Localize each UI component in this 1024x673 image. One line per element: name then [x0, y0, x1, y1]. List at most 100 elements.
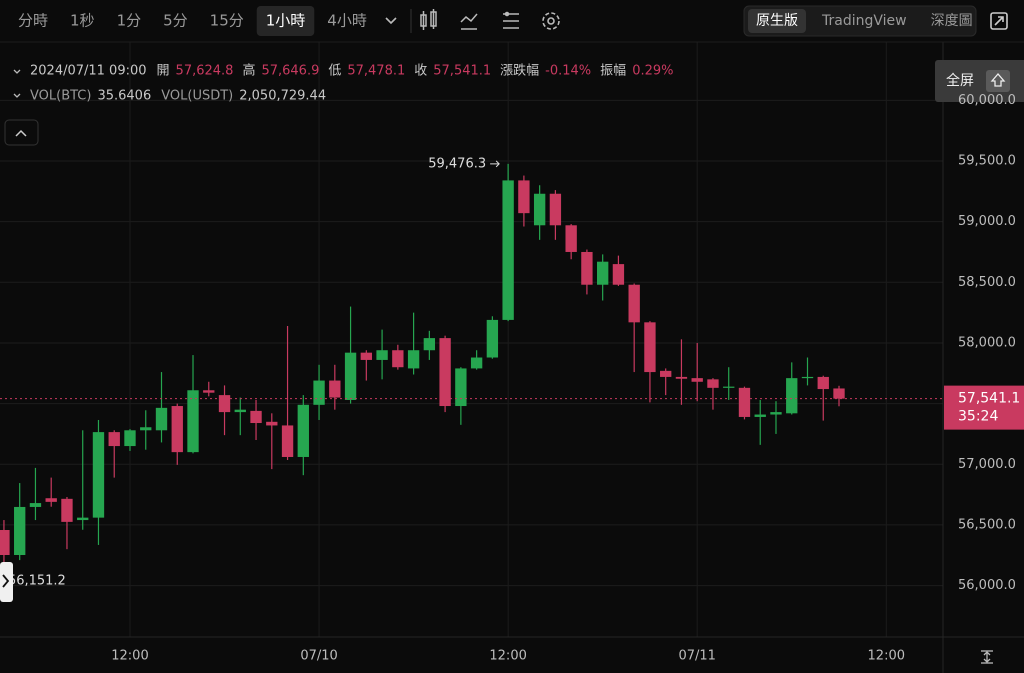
- annotation-arrow: [490, 160, 500, 168]
- volume-name: VOL(USDT): [161, 89, 233, 104]
- tooltip-text: 全屏: [946, 72, 974, 89]
- interval-button[interactable]: 15分: [210, 12, 244, 30]
- x-tick-label: 07/10: [300, 649, 337, 664]
- legend-name: 漲跌幅: [500, 63, 539, 79]
- y-tick-label: 58,000.0: [958, 335, 1016, 350]
- candle-body: [266, 421, 278, 426]
- candle-body: [29, 503, 42, 507]
- x-tick-label: 07/11: [678, 649, 715, 664]
- legend-value: 0.29%: [632, 64, 673, 79]
- active-view-bg: [748, 9, 806, 33]
- candle-body: [14, 506, 26, 555]
- axis-scale-icon[interactable]: [981, 650, 993, 664]
- candle-body: [187, 390, 199, 453]
- candle-body: [770, 412, 782, 415]
- legend-name: 開: [157, 64, 170, 79]
- candle-body: [344, 352, 357, 400]
- legend-name: 低: [328, 64, 341, 79]
- candle-body: [470, 357, 483, 369]
- candle-body: [817, 376, 829, 390]
- settings-list-icon[interactable]: [503, 11, 519, 29]
- shift-icon: [990, 73, 1006, 87]
- legend-toggle[interactable]: [13, 69, 21, 74]
- fullscreen-icon[interactable]: [990, 12, 1008, 30]
- x-tick-label: 12:00: [489, 649, 526, 664]
- indicator-icon[interactable]: [460, 13, 478, 30]
- legend-date: 2024/07/11 09:00: [30, 64, 147, 79]
- candle-body: [155, 407, 168, 431]
- y-tick-label: 56,500.0: [958, 517, 1016, 532]
- candle-body: [218, 395, 231, 413]
- candle-body: [486, 319, 499, 358]
- y-tick-label: 59,500.0: [958, 153, 1016, 168]
- candle-body: [92, 432, 105, 518]
- candle-type-icon[interactable]: [420, 9, 437, 30]
- candle-body: [455, 368, 467, 407]
- interval-button[interactable]: 4小時: [327, 12, 367, 30]
- candle-body: [707, 379, 719, 388]
- candle-body: [644, 322, 656, 373]
- interval-button[interactable]: 1分: [117, 12, 142, 30]
- candle-body: [376, 350, 388, 360]
- y-tick-label: 57,000.0: [958, 457, 1016, 472]
- candles: [0, 163, 845, 568]
- candle-body: [0, 530, 10, 555]
- y-tick-label: 56,000.0: [958, 578, 1016, 593]
- candle-body: [297, 404, 309, 457]
- high-annotation: 59,476.3: [428, 156, 486, 171]
- candle-body: [360, 352, 373, 360]
- active-interval-bg: [256, 6, 315, 36]
- candle-body: [596, 261, 609, 285]
- y-tick-label: 59,000.0: [958, 214, 1016, 229]
- candle-body: [124, 430, 136, 447]
- legend-toggle[interactable]: [13, 93, 21, 98]
- legend-value: 57,541.1: [433, 64, 491, 79]
- candle-body: [250, 410, 262, 424]
- candle-body: [45, 498, 57, 502]
- x-tick-label: 12:00: [868, 649, 905, 664]
- candle-body: [502, 180, 514, 320]
- candle-body: [549, 193, 562, 226]
- candle-body: [581, 251, 593, 285]
- candle-body: [628, 284, 640, 323]
- candle-body: [77, 517, 89, 521]
- last-price-label: 57,541.1: [958, 391, 1020, 407]
- volume-value: 2,050,729.44: [239, 89, 326, 104]
- interval-button[interactable]: 分時: [18, 12, 48, 30]
- candle-body: [407, 350, 420, 369]
- countdown: 35:24: [958, 409, 998, 425]
- grid: [0, 42, 943, 637]
- y-tick-label: 58,500.0: [958, 275, 1016, 290]
- candle-body: [533, 193, 546, 226]
- candle-body: [565, 225, 577, 252]
- candle-body: [786, 378, 798, 414]
- volume-value: 35.6406: [97, 89, 151, 104]
- collapse-icon: [15, 129, 27, 137]
- candle-body: [723, 386, 735, 388]
- view-button[interactable]: 深度圖: [931, 13, 973, 29]
- candle-body: [281, 425, 294, 457]
- candle-body: [392, 350, 404, 368]
- fullscreen-tooltip: 全屏: [935, 60, 1024, 102]
- view-button[interactable]: 原生版: [756, 13, 798, 29]
- key-icon: [986, 70, 1010, 92]
- legend-name: 收: [414, 64, 427, 79]
- interval-button[interactable]: 1小時: [266, 12, 306, 30]
- candle-body: [108, 432, 120, 447]
- volume-name: VOL(BTC): [30, 89, 91, 104]
- more-intervals[interactable]: [385, 17, 397, 25]
- interval-button[interactable]: 1秒: [70, 12, 95, 30]
- settings-icon[interactable]: [542, 12, 560, 30]
- candle-body: [171, 406, 183, 453]
- candle-body: [329, 380, 341, 398]
- candle-body: [61, 498, 73, 522]
- candle-body: [313, 380, 325, 405]
- candle-body: [738, 387, 751, 417]
- interval-button[interactable]: 5分: [163, 12, 188, 30]
- view-button[interactable]: TradingView: [821, 13, 907, 29]
- x-tick-label: 12:00: [111, 649, 148, 664]
- legend-value: 57,646.9: [261, 64, 319, 79]
- candle-body: [439, 338, 451, 407]
